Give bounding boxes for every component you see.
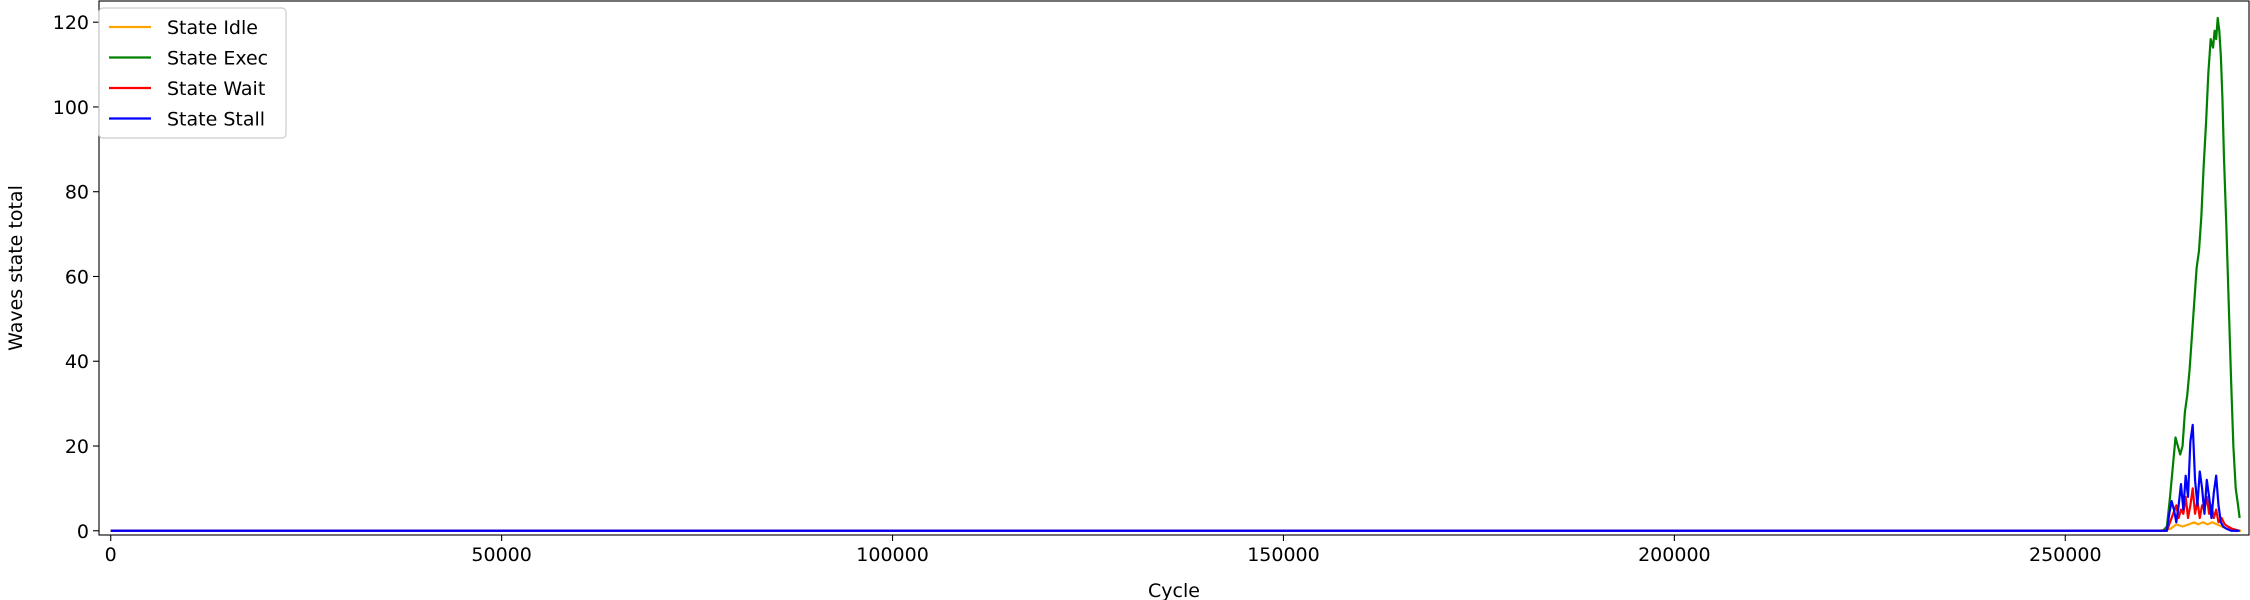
- y-axis: 0 20 40 60 80 100 120: [53, 12, 99, 543]
- x-axis: 0 50000 100000 150000 200000 250000: [105, 535, 2102, 566]
- y-tick-label: 80: [65, 182, 89, 204]
- legend-label: State Wait: [167, 78, 265, 100]
- series-line-state-exec: [110, 16, 2241, 532]
- y-tick-label: 60: [65, 266, 89, 288]
- series-layer: [110, 16, 2242, 532]
- y-tick-label: 100: [53, 97, 89, 119]
- legend: State Idle State Exec State Wait State Stal…: [98, 7, 287, 139]
- x-tick-label: 250000: [2029, 544, 2102, 566]
- legend-label: State Exec: [167, 48, 268, 70]
- series-line-state-stall: [110, 423, 2240, 532]
- x-tick-label: 0: [105, 544, 117, 566]
- y-tick-label: 20: [65, 436, 89, 458]
- y-axis-label: Waves state total: [5, 185, 27, 351]
- x-tick-label: 100000: [856, 544, 929, 566]
- legend-label: State Idle: [167, 17, 258, 39]
- y-tick-label: 120: [53, 12, 89, 34]
- x-axis-label: Cycle: [1148, 580, 1200, 600]
- x-tick-label: 150000: [1247, 544, 1320, 566]
- x-tick-label: 200000: [1638, 544, 1711, 566]
- x-tick-label: 50000: [471, 544, 531, 566]
- y-tick-label: 0: [77, 521, 89, 543]
- y-tick-label: 40: [65, 351, 89, 373]
- legend-label: State Stall: [167, 109, 265, 131]
- legend-box: [98, 7, 287, 139]
- plot-frame: [98, 0, 2250, 536]
